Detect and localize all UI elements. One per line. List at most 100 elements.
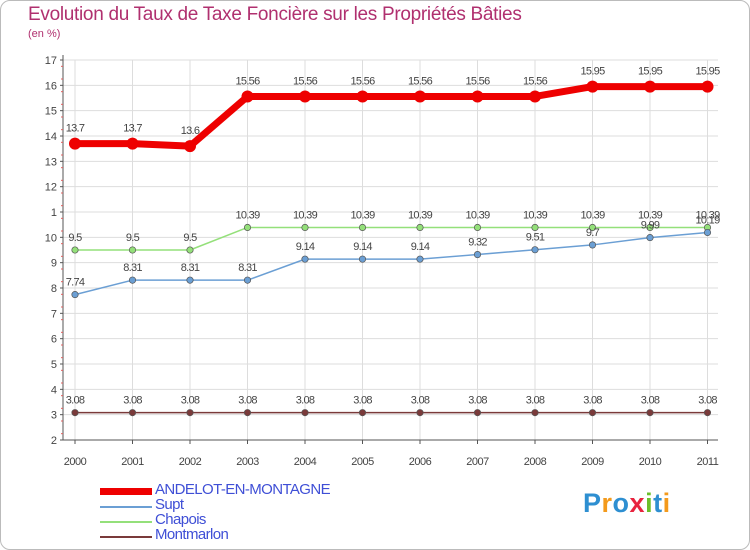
data-label: 9.7 bbox=[586, 227, 600, 239]
data-point bbox=[186, 276, 194, 284]
data-point bbox=[243, 276, 252, 284]
data-point bbox=[416, 409, 424, 417]
x-tick-label: 2005 bbox=[351, 456, 374, 468]
x-tick-label: 2007 bbox=[466, 456, 489, 468]
data-label: 9.14 bbox=[296, 241, 315, 253]
data-point bbox=[703, 228, 712, 237]
x-tick-label: 2008 bbox=[524, 456, 547, 468]
data-label: 8.31 bbox=[181, 262, 200, 274]
data-point bbox=[186, 246, 194, 254]
proxiti-logo: Proxiti bbox=[583, 488, 671, 519]
data-point bbox=[241, 90, 254, 103]
data-label: 10.19 bbox=[695, 215, 720, 227]
data-label: 10.39 bbox=[350, 209, 375, 221]
data-label: 9.32 bbox=[468, 237, 487, 249]
data-point bbox=[646, 409, 654, 417]
data-point bbox=[243, 409, 252, 417]
data-point bbox=[184, 140, 196, 153]
data-label: 15.95 bbox=[695, 66, 720, 78]
data-label: 3.08 bbox=[698, 395, 717, 407]
data-point bbox=[358, 223, 367, 232]
x-tick-label: 2002 bbox=[179, 456, 202, 468]
data-label: 10.39 bbox=[638, 209, 663, 221]
data-label: 3.08 bbox=[181, 395, 200, 407]
y-tick-label: 17 bbox=[45, 55, 57, 67]
y-tick-label: 7 bbox=[51, 308, 57, 320]
data-label: 3.08 bbox=[641, 395, 660, 407]
data-point bbox=[356, 90, 369, 103]
logo-letter: o bbox=[612, 488, 630, 518]
data-point bbox=[414, 90, 426, 103]
data-label: 10.39 bbox=[523, 209, 548, 221]
data-label: 15.56 bbox=[293, 75, 318, 87]
data-point bbox=[126, 137, 139, 150]
data-label: 10.39 bbox=[695, 209, 720, 221]
data-label: 13.7 bbox=[66, 123, 85, 135]
data-point bbox=[588, 241, 597, 249]
data-label: 3.08 bbox=[526, 395, 545, 407]
data-label: 15.56 bbox=[408, 75, 433, 87]
data-point bbox=[299, 90, 311, 103]
y-tick-label: 16 bbox=[45, 80, 57, 92]
data-label: 15.56 bbox=[235, 75, 260, 87]
logo-letter: x bbox=[629, 488, 646, 518]
data-point bbox=[69, 137, 81, 150]
data-label: 9.51 bbox=[526, 232, 545, 244]
data-point bbox=[586, 80, 599, 93]
x-tick-label: 2011 bbox=[697, 456, 719, 468]
y-tick-label: 13 bbox=[45, 156, 57, 168]
legend-swatch bbox=[100, 536, 152, 538]
data-point bbox=[186, 409, 194, 417]
legend-label: Montmarlon bbox=[155, 526, 229, 543]
data-label: 15.95 bbox=[638, 66, 663, 78]
data-point bbox=[71, 246, 79, 254]
series-line bbox=[75, 83, 708, 150]
data-label: 3.08 bbox=[238, 395, 257, 407]
data-label: 10.39 bbox=[408, 209, 433, 221]
logo-letter: i bbox=[645, 488, 654, 518]
data-point bbox=[358, 255, 367, 263]
data-label: 9.5 bbox=[68, 232, 82, 244]
y-tick-label: 14 bbox=[45, 131, 57, 143]
data-label: 15.95 bbox=[580, 66, 605, 78]
legend-label: Chapois bbox=[155, 511, 206, 528]
x-tick-label: 2004 bbox=[294, 456, 317, 468]
data-point bbox=[301, 409, 309, 417]
y-tick-label: 6 bbox=[51, 334, 57, 346]
data-label: 3.08 bbox=[353, 395, 372, 407]
legend-label: Supt bbox=[155, 496, 184, 513]
data-point bbox=[701, 80, 714, 93]
legend-swatch bbox=[100, 521, 152, 523]
data-label: 9.5 bbox=[183, 232, 197, 244]
data-point bbox=[646, 223, 654, 232]
legend-swatch bbox=[100, 506, 152, 508]
data-label: 3.08 bbox=[411, 395, 430, 407]
data-point bbox=[703, 409, 712, 417]
logo-letter: t bbox=[653, 488, 663, 518]
y-tick-label: 2 bbox=[51, 435, 57, 447]
data-point bbox=[71, 409, 79, 417]
y-tick-label: 8 bbox=[51, 283, 57, 295]
data-label: 7.74 bbox=[66, 277, 85, 289]
data-point bbox=[529, 90, 541, 103]
x-tick-label: 2010 bbox=[639, 456, 662, 468]
data-point bbox=[588, 223, 597, 232]
y-tick-label: 10 bbox=[45, 232, 57, 244]
data-point bbox=[128, 246, 137, 254]
data-label: 3.08 bbox=[296, 395, 315, 407]
data-point bbox=[473, 409, 482, 417]
y-tick-label: 4 bbox=[51, 384, 57, 396]
y-tick-label: 3 bbox=[51, 410, 57, 422]
y-tick-label: 5 bbox=[51, 359, 57, 371]
data-label: 3.08 bbox=[583, 395, 602, 407]
x-tick-label: 2001 bbox=[121, 456, 144, 468]
data-point bbox=[531, 223, 539, 232]
data-point bbox=[473, 251, 482, 259]
data-label: 10.39 bbox=[580, 209, 605, 221]
y-tick-label: 1 bbox=[51, 207, 57, 219]
x-tick-label: 2006 bbox=[409, 456, 432, 468]
chart-subtitle: (en %) bbox=[28, 28, 61, 40]
data-label: 9.5 bbox=[126, 232, 140, 244]
data-point bbox=[531, 246, 539, 254]
